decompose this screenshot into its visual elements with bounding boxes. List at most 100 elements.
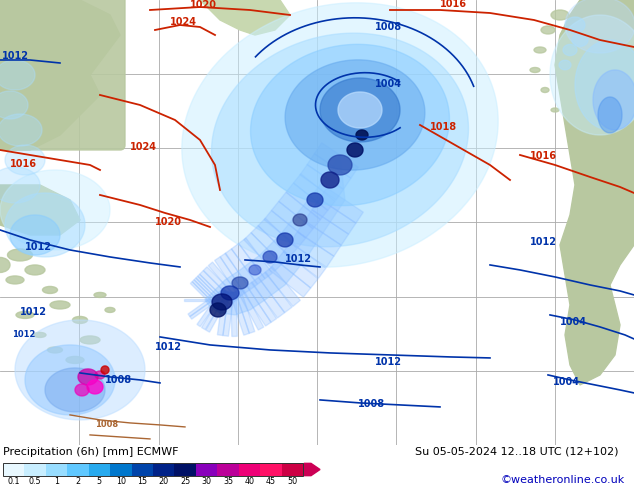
Polygon shape	[238, 238, 273, 279]
Polygon shape	[286, 183, 328, 220]
Polygon shape	[251, 277, 285, 318]
Text: 40: 40	[245, 477, 254, 486]
Polygon shape	[269, 261, 311, 297]
Polygon shape	[265, 267, 301, 306]
Text: 1004: 1004	[560, 317, 587, 327]
Polygon shape	[320, 78, 400, 142]
Bar	[239, 464, 260, 476]
Polygon shape	[258, 218, 297, 256]
Polygon shape	[232, 277, 248, 289]
Polygon shape	[87, 380, 103, 394]
Polygon shape	[220, 253, 250, 294]
Polygon shape	[590, 0, 634, 105]
Polygon shape	[338, 92, 382, 128]
Bar	[110, 464, 132, 476]
Polygon shape	[305, 210, 349, 245]
Ellipse shape	[0, 257, 10, 272]
Text: 1020: 1020	[155, 217, 182, 227]
Text: 10: 10	[116, 477, 126, 486]
Polygon shape	[190, 282, 223, 315]
Text: 1016: 1016	[440, 0, 467, 9]
Polygon shape	[200, 270, 235, 305]
Ellipse shape	[551, 108, 559, 112]
Text: ©weatheronline.co.uk: ©weatheronline.co.uk	[500, 475, 624, 485]
Text: 1018: 1018	[430, 122, 457, 132]
Ellipse shape	[8, 249, 32, 261]
Polygon shape	[279, 192, 320, 229]
Ellipse shape	[105, 307, 115, 313]
Text: 1008: 1008	[375, 22, 402, 32]
Ellipse shape	[66, 356, 84, 364]
Ellipse shape	[48, 347, 63, 353]
Polygon shape	[196, 276, 229, 309]
Polygon shape	[184, 299, 228, 301]
Ellipse shape	[50, 301, 70, 309]
Polygon shape	[276, 251, 318, 288]
Ellipse shape	[34, 332, 46, 338]
FancyArrow shape	[304, 464, 320, 476]
Polygon shape	[307, 193, 323, 207]
Polygon shape	[241, 286, 271, 326]
Text: 1012: 1012	[20, 307, 47, 317]
Polygon shape	[217, 291, 229, 336]
Bar	[281, 464, 303, 476]
Bar	[174, 464, 196, 476]
Polygon shape	[563, 45, 577, 55]
Text: 1008: 1008	[95, 420, 118, 429]
Polygon shape	[550, 15, 634, 135]
Text: 20: 20	[158, 477, 169, 486]
Polygon shape	[198, 274, 231, 307]
Polygon shape	[277, 233, 293, 247]
Text: 1012: 1012	[285, 254, 312, 264]
Text: 15: 15	[137, 477, 147, 486]
Polygon shape	[347, 143, 363, 157]
Text: 0.1: 0.1	[8, 477, 20, 486]
Ellipse shape	[551, 10, 569, 20]
Text: 1004: 1004	[553, 377, 580, 387]
Polygon shape	[221, 286, 239, 300]
Polygon shape	[572, 34, 588, 47]
Ellipse shape	[25, 265, 45, 275]
Polygon shape	[321, 172, 339, 188]
Polygon shape	[0, 170, 110, 250]
Polygon shape	[0, 185, 80, 235]
Polygon shape	[95, 371, 105, 379]
Ellipse shape	[80, 336, 100, 344]
Polygon shape	[75, 384, 89, 396]
Ellipse shape	[42, 287, 58, 294]
Polygon shape	[197, 288, 226, 327]
Text: 1008: 1008	[105, 375, 132, 385]
Polygon shape	[212, 33, 469, 247]
Polygon shape	[45, 368, 105, 412]
Polygon shape	[0, 0, 120, 150]
Polygon shape	[250, 44, 450, 206]
Polygon shape	[231, 293, 237, 337]
Text: 1012: 1012	[155, 342, 182, 352]
Polygon shape	[314, 143, 358, 178]
Text: 1012: 1012	[12, 330, 36, 339]
Text: 1008: 1008	[358, 399, 385, 409]
Polygon shape	[208, 262, 241, 299]
Polygon shape	[264, 211, 306, 247]
Text: 1024: 1024	[170, 17, 197, 27]
Polygon shape	[307, 154, 351, 189]
Text: 50: 50	[287, 477, 297, 486]
Polygon shape	[593, 70, 634, 130]
Polygon shape	[356, 130, 368, 140]
Bar	[67, 464, 89, 476]
Polygon shape	[15, 320, 145, 420]
Ellipse shape	[541, 88, 549, 93]
Ellipse shape	[72, 317, 87, 323]
Polygon shape	[5, 145, 45, 175]
Polygon shape	[206, 292, 231, 332]
Polygon shape	[101, 366, 109, 374]
Polygon shape	[212, 294, 232, 310]
Polygon shape	[285, 60, 425, 170]
Polygon shape	[283, 242, 326, 278]
Text: 25: 25	[180, 477, 190, 486]
Bar	[153, 464, 174, 476]
Bar	[196, 464, 217, 476]
Polygon shape	[192, 280, 225, 313]
Text: 1012: 1012	[375, 357, 402, 367]
Bar	[217, 464, 239, 476]
